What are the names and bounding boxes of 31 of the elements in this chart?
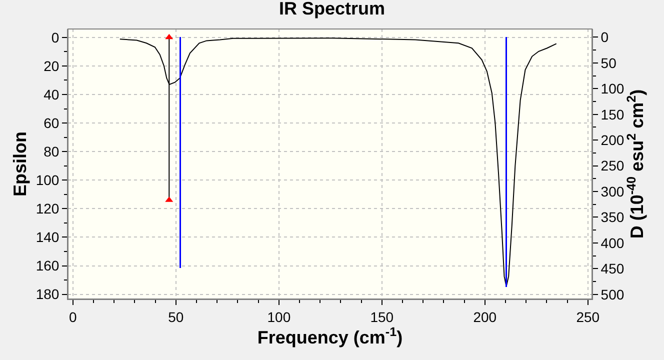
y-tick-label: 140 xyxy=(36,229,60,246)
y2-tick-label: 400 xyxy=(600,234,624,251)
y-axis-title: Epsilon xyxy=(10,131,30,197)
y-tick-label: 40 xyxy=(44,86,60,102)
y2-tick-label: 250 xyxy=(600,158,624,174)
y2-tick-label: 350 xyxy=(600,209,624,226)
y-tick-label: 160 xyxy=(36,258,60,274)
y-tick-label: 60 xyxy=(44,114,60,131)
y2-tick-label: 500 xyxy=(600,286,624,302)
y-tick-label: 120 xyxy=(36,200,60,217)
y2-tick-label: 150 xyxy=(600,106,624,122)
x-tick-label: 50 xyxy=(168,308,184,325)
y-tick-label: 0 xyxy=(51,29,60,46)
chart-title: IR Spectrum xyxy=(278,0,386,18)
line-series xyxy=(119,38,557,287)
y2-tick-label: 450 xyxy=(600,260,624,277)
y2-tick-label: 200 xyxy=(600,132,624,148)
x-tick-label: 250 xyxy=(576,308,600,325)
y2-tick-label: 50 xyxy=(600,54,617,71)
y2-tick-label: 300 xyxy=(600,183,624,200)
y-tick-label: 100 xyxy=(36,172,60,188)
x-tick-label: 0 xyxy=(69,308,78,325)
x-tick-label: 100 xyxy=(267,308,291,325)
y-tick-label: 180 xyxy=(36,286,60,302)
x-tick-label: 200 xyxy=(473,308,497,325)
y2-tick-label: 0 xyxy=(600,29,609,46)
y2-tick-label: 100 xyxy=(600,80,624,97)
x-axis-title: Frequency (cm$^{-1}$) xyxy=(257,324,403,348)
y-tick-label: 20 xyxy=(44,58,60,74)
y-tick-label: 80 xyxy=(44,143,60,160)
x-tick-label: 150 xyxy=(370,308,394,325)
